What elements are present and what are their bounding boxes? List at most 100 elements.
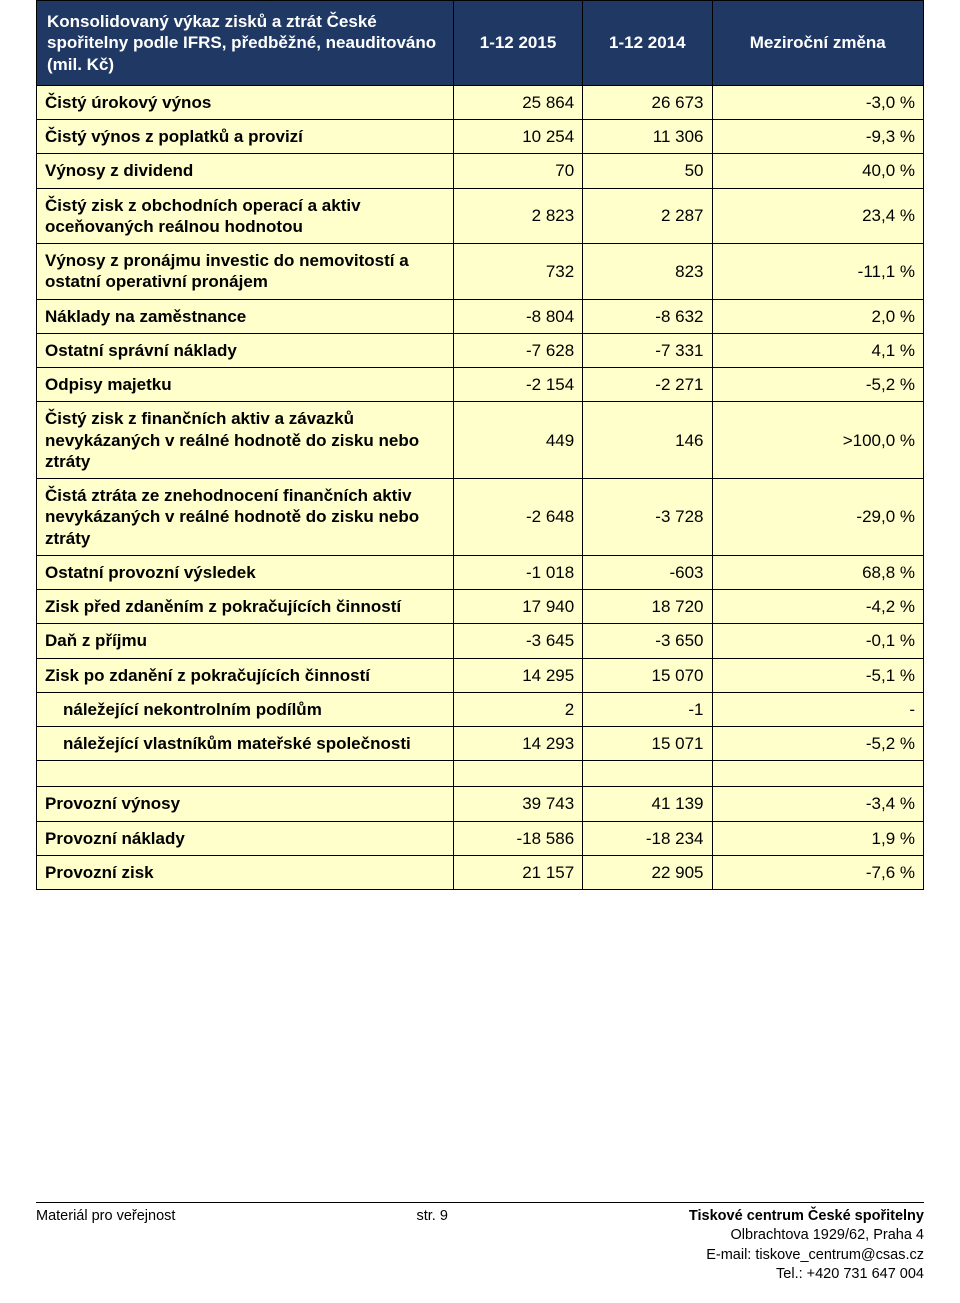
row-label: Čistý zisk z obchodních operací a aktiv …: [37, 188, 454, 244]
row-value-2: 26 673: [583, 85, 712, 119]
footer-email: E-mail: tiskove_centrum@csas.cz: [689, 1246, 924, 1266]
table-row: náležející nekontrolním podílům2-1-: [37, 692, 924, 726]
row-label: Odpisy majetku: [37, 368, 454, 402]
table-row: Ostatní správní náklady-7 628-7 3314,1 %: [37, 333, 924, 367]
row-value-2: 50: [583, 154, 712, 188]
row-label: Čistý zisk z finančních aktiv a závazků …: [37, 402, 454, 479]
row-value-1: 25 864: [453, 85, 582, 119]
row-value-1: 14 295: [453, 658, 582, 692]
row-change: 4,1 %: [712, 333, 924, 367]
table-row: Výnosy z dividend705040,0 %: [37, 154, 924, 188]
row-value-2: 15 071: [583, 727, 712, 761]
row-value-2: -18 234: [583, 821, 712, 855]
table-row: Čistý zisk z finančních aktiv a závazků …: [37, 402, 924, 479]
table-row: Provozní výnosy39 74341 139-3,4 %: [37, 787, 924, 821]
row-label: Provozní výnosy: [37, 787, 454, 821]
row-label: Čistá ztráta ze znehodnocení finančních …: [37, 479, 454, 556]
row-label: Čistý výnos z poplatků a provizí: [37, 120, 454, 154]
row-value-2: -8 632: [583, 299, 712, 333]
spacer-cell: [712, 761, 924, 787]
row-value-2: 11 306: [583, 120, 712, 154]
row-change: -3,0 %: [712, 85, 924, 119]
row-label: Výnosy z pronájmu investic do nemovitost…: [37, 244, 454, 300]
table-row: Zisk před zdaněním z pokračujících činno…: [37, 590, 924, 624]
row-value-1: 10 254: [453, 120, 582, 154]
footer-right: Tiskové centrum České spořitelny Olbrach…: [689, 1207, 924, 1285]
row-label: náležející nekontrolním podílům: [37, 692, 454, 726]
row-value-1: -3 645: [453, 624, 582, 658]
footer-audience: Materiál pro veřejnost: [36, 1208, 175, 1224]
table-row: Čistý výnos z poplatků a provizí10 25411…: [37, 120, 924, 154]
footer-left: Materiál pro veřejnost: [36, 1207, 175, 1285]
row-value-2: -3 728: [583, 479, 712, 556]
table-row: Provozní zisk21 15722 905-7,6 %: [37, 855, 924, 889]
row-change: -0,1 %: [712, 624, 924, 658]
row-change: 68,8 %: [712, 555, 924, 589]
row-value-1: -7 628: [453, 333, 582, 367]
row-value-2: 22 905: [583, 855, 712, 889]
table-row: Provozní náklady-18 586-18 2341,9 %: [37, 821, 924, 855]
row-value-1: 2: [453, 692, 582, 726]
table-row: Daň z příjmu-3 645-3 650-0,1 %: [37, 624, 924, 658]
row-value-2: -1: [583, 692, 712, 726]
row-value-2: -2 271: [583, 368, 712, 402]
row-change: -5,2 %: [712, 368, 924, 402]
spacer-cell: [453, 761, 582, 787]
row-label: Daň z příjmu: [37, 624, 454, 658]
row-value-2: -603: [583, 555, 712, 589]
row-change: -7,6 %: [712, 855, 924, 889]
row-change: 1,9 %: [712, 821, 924, 855]
table-row: Čistá ztráta ze znehodnocení finančních …: [37, 479, 924, 556]
row-value-1: 449: [453, 402, 582, 479]
row-value-2: 15 070: [583, 658, 712, 692]
row-value-1: -18 586: [453, 821, 582, 855]
row-change: -9,3 %: [712, 120, 924, 154]
row-change: -3,4 %: [712, 787, 924, 821]
row-value-1: -2 648: [453, 479, 582, 556]
spacer-cell: [583, 761, 712, 787]
row-value-2: 41 139: [583, 787, 712, 821]
row-label: náležející vlastníkům mateřské společnos…: [37, 727, 454, 761]
row-value-1: 17 940: [453, 590, 582, 624]
row-value-1: 39 743: [453, 787, 582, 821]
page-footer: Materiál pro veřejnost str. 9 Tiskové ce…: [36, 1202, 924, 1285]
footer-address: Olbrachtova 1929/62, Praha 4: [689, 1226, 924, 1246]
income-statement-table: Konsolidovaný výkaz zisků a ztrát České …: [36, 0, 924, 890]
row-change: 40,0 %: [712, 154, 924, 188]
table-row: Čistý zisk z obchodních operací a aktiv …: [37, 188, 924, 244]
row-label: Ostatní provozní výsledek: [37, 555, 454, 589]
row-label: Čistý úrokový výnos: [37, 85, 454, 119]
row-value-2: 823: [583, 244, 712, 300]
row-change: 2,0 %: [712, 299, 924, 333]
row-value-1: -2 154: [453, 368, 582, 402]
row-label: Zisk před zdaněním z pokračujících činno…: [37, 590, 454, 624]
row-value-1: -1 018: [453, 555, 582, 589]
row-change: -5,1 %: [712, 658, 924, 692]
row-label: Zisk po zdanění z pokračujících činností: [37, 658, 454, 692]
row-value-2: 2 287: [583, 188, 712, 244]
spacer-cell: [37, 761, 454, 787]
row-label: Ostatní správní náklady: [37, 333, 454, 367]
col-header-2014: 1-12 2014: [583, 1, 712, 86]
row-label: Výnosy z dividend: [37, 154, 454, 188]
table-row: Ostatní provozní výsledek-1 018-60368,8 …: [37, 555, 924, 589]
row-change: -11,1 %: [712, 244, 924, 300]
row-label: Náklady na zaměstnance: [37, 299, 454, 333]
table-row: [37, 761, 924, 787]
table-row: Odpisy majetku-2 154-2 271-5,2 %: [37, 368, 924, 402]
row-value-1: 70: [453, 154, 582, 188]
table-row: Náklady na zaměstnance-8 804-8 6322,0 %: [37, 299, 924, 333]
col-header-2015: 1-12 2015: [453, 1, 582, 86]
footer-org: Tiskové centrum České spořitelny: [689, 1207, 924, 1227]
footer-page: str. 9: [416, 1207, 447, 1285]
row-change: 23,4 %: [712, 188, 924, 244]
table-row: Zisk po zdanění z pokračujících činností…: [37, 658, 924, 692]
row-value-2: 18 720: [583, 590, 712, 624]
table-row: náležející vlastníkům mateřské společnos…: [37, 727, 924, 761]
row-value-2: -7 331: [583, 333, 712, 367]
col-header-change: Meziroční změna: [712, 1, 924, 86]
table-row: Výnosy z pronájmu investic do nemovitost…: [37, 244, 924, 300]
footer-phone: Tel.: +420 731 647 004: [689, 1265, 924, 1285]
row-value-1: 21 157: [453, 855, 582, 889]
row-value-1: 732: [453, 244, 582, 300]
